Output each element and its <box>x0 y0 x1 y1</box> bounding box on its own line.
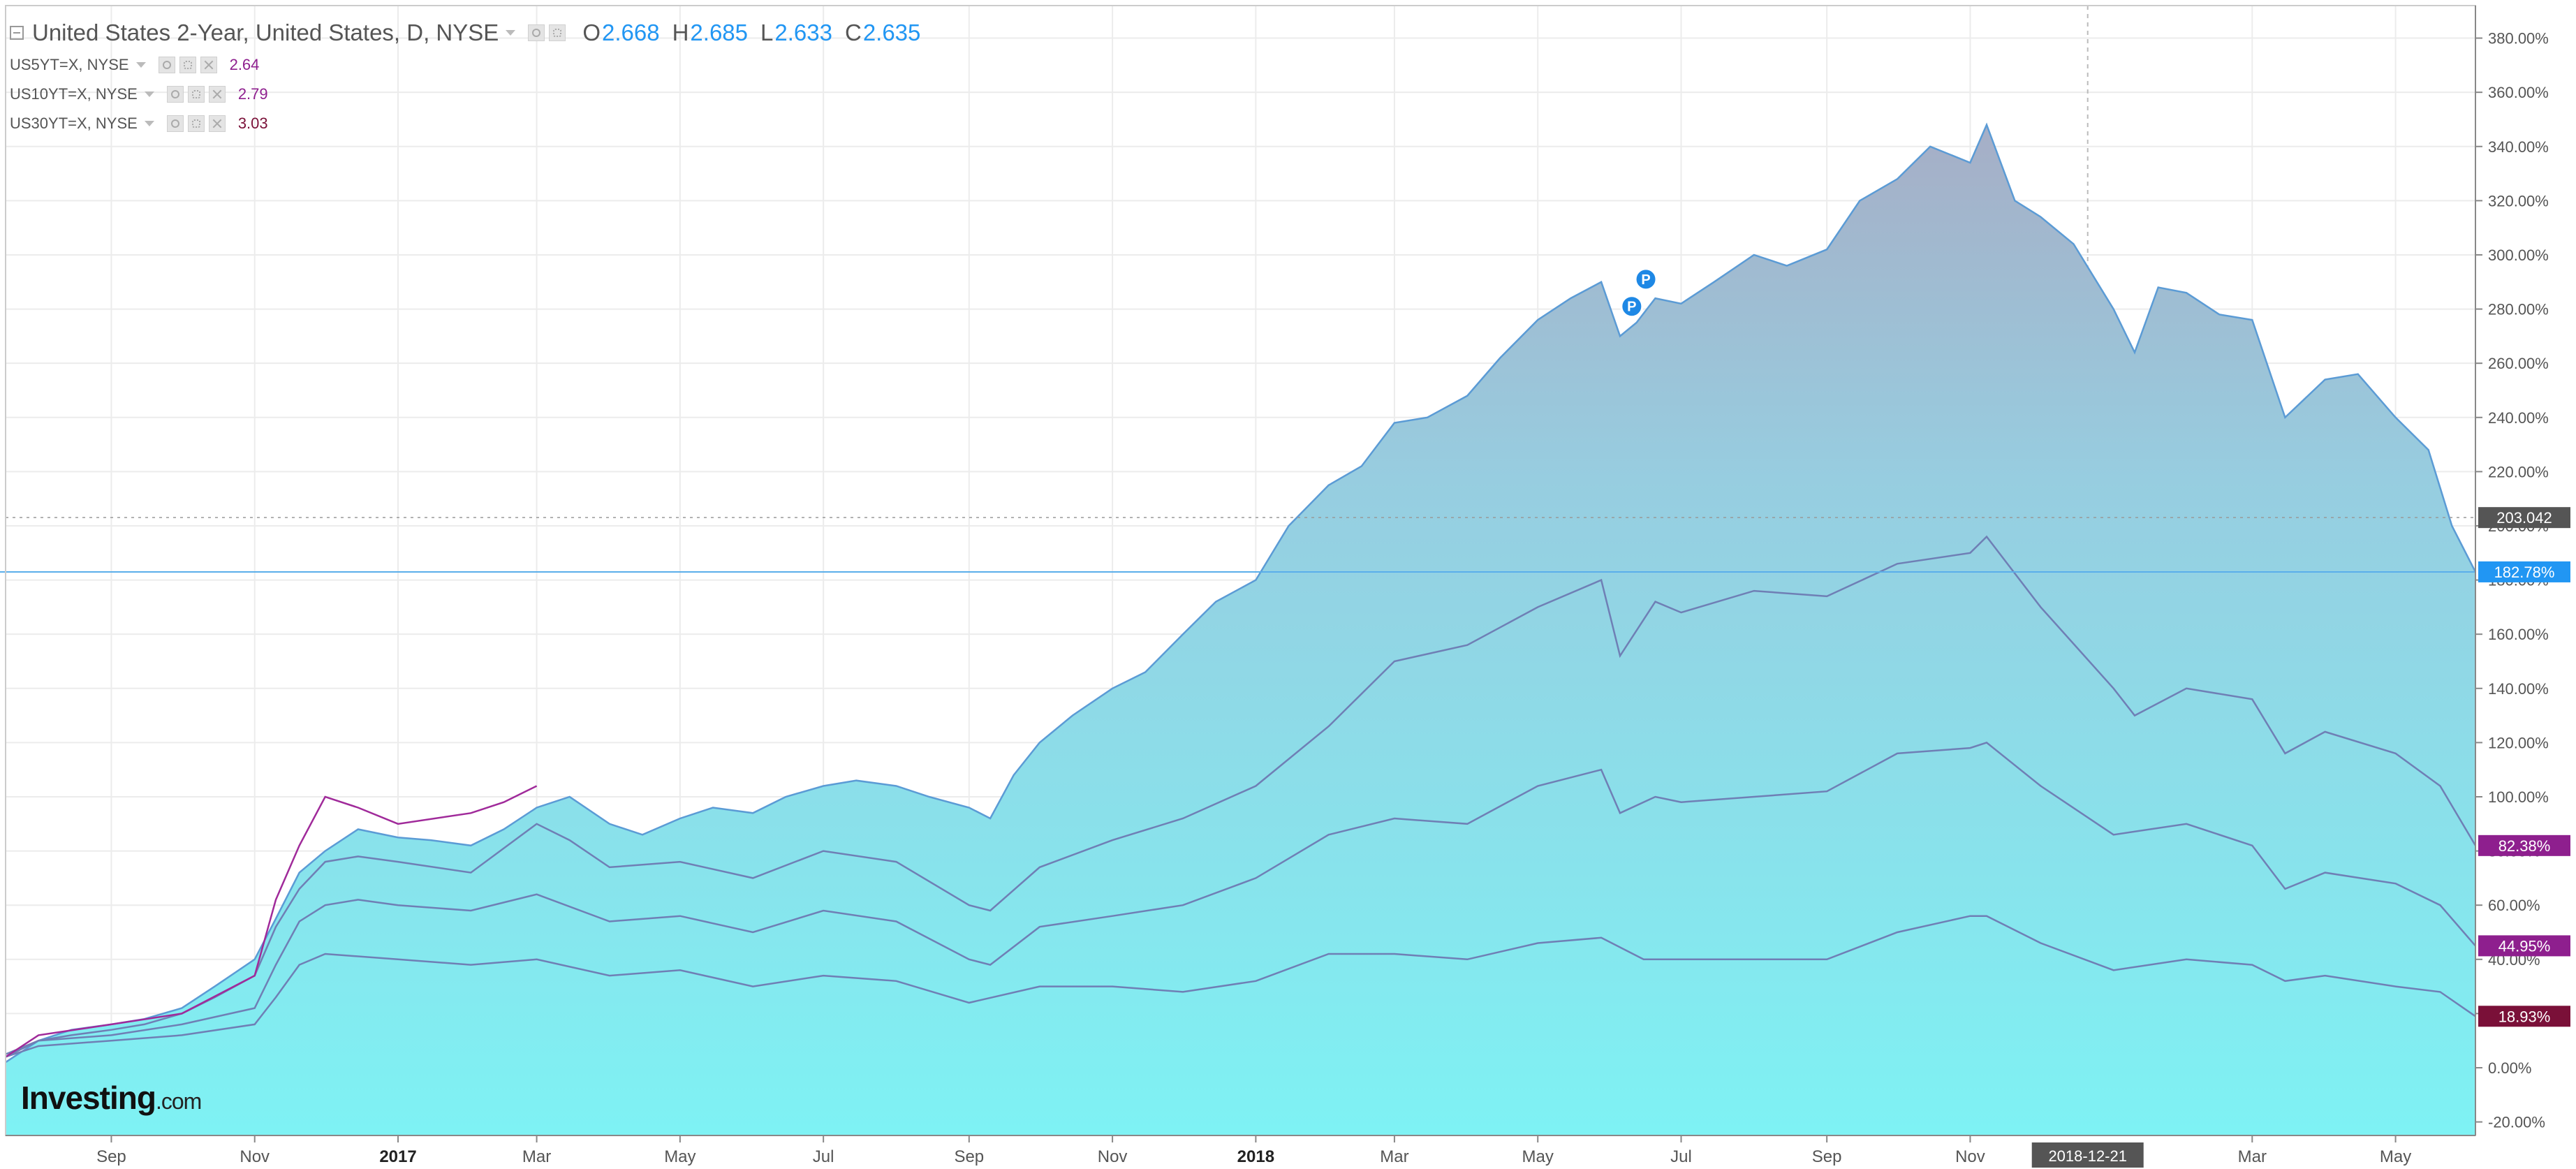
x-tick-label: May <box>1522 1147 1554 1166</box>
series-line-2 <box>5 742 2476 1055</box>
chevron-down-icon[interactable] <box>135 62 146 68</box>
eye-icon[interactable] <box>528 24 545 41</box>
y-tick-label: 140.00% <box>2488 680 2549 698</box>
y-tick-label: 300.00% <box>2488 247 2549 264</box>
series-area-us2y <box>6 124 2475 1136</box>
y-tick-label: 280.00% <box>2488 301 2549 318</box>
x-tick-label: Mar <box>2238 1147 2267 1166</box>
low-value: 2.633 <box>774 20 832 45</box>
main-symbol-name[interactable]: United States 2-Year, United States, D, … <box>32 20 499 45</box>
overlay-value: 2.64 <box>229 56 260 73</box>
legend-overlay-row: US10YT=X, NYSE 2.79 <box>10 80 920 109</box>
y-tick-label: 220.00% <box>2488 463 2549 480</box>
series-last-label-1-bg <box>2478 835 2570 856</box>
x-tick-label: May <box>2380 1147 2411 1166</box>
series-last-label-2: 44.95% <box>2498 937 2551 955</box>
y-tick-label: 340.00% <box>2488 138 2549 156</box>
high-label: H <box>672 20 689 45</box>
price-line-label-bg <box>2478 507 2570 529</box>
y-tick-label: 380.00% <box>2488 30 2549 47</box>
x-tick-label: Mar <box>522 1147 551 1166</box>
collapse-icon[interactable] <box>10 26 24 40</box>
overlay-name[interactable]: US30YT=X, NYSE <box>10 115 138 132</box>
series-last-label-1: 82.38% <box>2498 837 2551 855</box>
crosshair-date-label: 2018-12-21 <box>2048 1147 2127 1165</box>
y-tick-label: 0.00% <box>2488 1059 2531 1077</box>
y-tick-label: 320.00% <box>2488 192 2549 209</box>
overlay-name[interactable]: US5YT=X, NYSE <box>10 56 129 73</box>
series-last-label-3-bg <box>2478 1006 2570 1027</box>
x-tick-label: Nov <box>1955 1147 1985 1166</box>
y-tick-label: -20.00% <box>2488 1114 2545 1131</box>
chart-legend: United States 2-Year, United States, D, … <box>10 15 920 138</box>
y-tick-label: 60.00% <box>2488 897 2540 914</box>
x-tick-label: May <box>664 1147 695 1166</box>
crosshair-date-bg <box>2031 1142 2144 1168</box>
eye-icon[interactable] <box>166 115 184 132</box>
gear-icon[interactable] <box>187 115 205 132</box>
series-last-label-2-bg <box>2478 935 2570 957</box>
marker-circle <box>1634 267 1658 291</box>
eye-icon[interactable] <box>166 86 184 103</box>
gear-icon[interactable] <box>187 86 205 103</box>
high-value: 2.685 <box>690 20 749 45</box>
x-tick-label: Jul <box>1670 1147 1692 1166</box>
legend-overlay-row: US30YT=X, NYSE 3.03 <box>10 109 920 138</box>
x-tick-label: Jul <box>813 1147 834 1166</box>
legend-overlay-row: US5YT=X, NYSE 2.64 <box>10 50 920 80</box>
y-tick-label: 260.00% <box>2488 355 2549 372</box>
y-tick-label: 360.00% <box>2488 84 2549 101</box>
open-value: 2.668 <box>601 20 660 45</box>
x-tick-label: Sep <box>96 1147 126 1166</box>
x-tick-label: Mar <box>1380 1147 1408 1166</box>
legend-main-row: United States 2-Year, United States, D, … <box>10 15 920 50</box>
chevron-down-icon[interactable] <box>144 121 154 126</box>
y-tick-label: 240.00% <box>2488 409 2549 427</box>
close-value: 2.635 <box>862 20 921 45</box>
x-tick-label: 2017 <box>379 1147 416 1166</box>
marker-label: P <box>1641 272 1650 288</box>
x-tick-label: Nov <box>240 1147 270 1166</box>
series-line-us2y <box>5 122 2477 1064</box>
y-tick-label: 160.00% <box>2488 626 2549 643</box>
series-last-label-0: 182.78% <box>2494 564 2555 581</box>
close-icon[interactable] <box>208 115 226 132</box>
x-tick-label: Nov <box>1098 1147 1128 1166</box>
chevron-down-icon[interactable] <box>506 30 516 36</box>
marker-label: P <box>1627 300 1636 315</box>
price-labels: 203.042 182.78% 82.38% 44.95% 18.93% 2018-12-… <box>2031 507 2570 1168</box>
series-line-us5y-early <box>5 785 538 1058</box>
overlay-name[interactable]: US10YT=X, NYSE <box>10 85 138 103</box>
eye-icon[interactable] <box>158 57 175 73</box>
gear-icon[interactable] <box>179 57 196 73</box>
close-label: C <box>844 20 862 45</box>
y-tick-label: 100.00% <box>2488 788 2549 806</box>
brand-logo: Investing.com <box>21 1080 202 1116</box>
close-icon[interactable] <box>208 86 226 103</box>
plot-area: PP <box>0 122 2477 1136</box>
series-last-label-3: 18.93% <box>2498 1008 2551 1025</box>
close-icon[interactable] <box>200 57 217 73</box>
low-label: L <box>760 20 774 45</box>
chevron-down-icon[interactable] <box>144 91 154 97</box>
gear-icon[interactable] <box>549 24 566 41</box>
series-line-3 <box>5 915 2476 1058</box>
overlay-value: 2.79 <box>237 85 268 103</box>
price-line-label: 203.042 <box>2496 509 2552 527</box>
series-last-label-0-bg <box>2478 561 2570 582</box>
x-tick-label: 2018 <box>1237 1147 1274 1166</box>
marker-circle <box>1620 295 1644 318</box>
overlay-value: 3.03 <box>237 115 268 132</box>
open-label: O <box>582 20 601 45</box>
x-tick-label: Sep <box>1812 1147 1842 1166</box>
x-tick-label: Sep <box>954 1147 984 1166</box>
series-line-1 <box>5 535 2477 1058</box>
y-tick-label: 120.00% <box>2488 734 2549 751</box>
